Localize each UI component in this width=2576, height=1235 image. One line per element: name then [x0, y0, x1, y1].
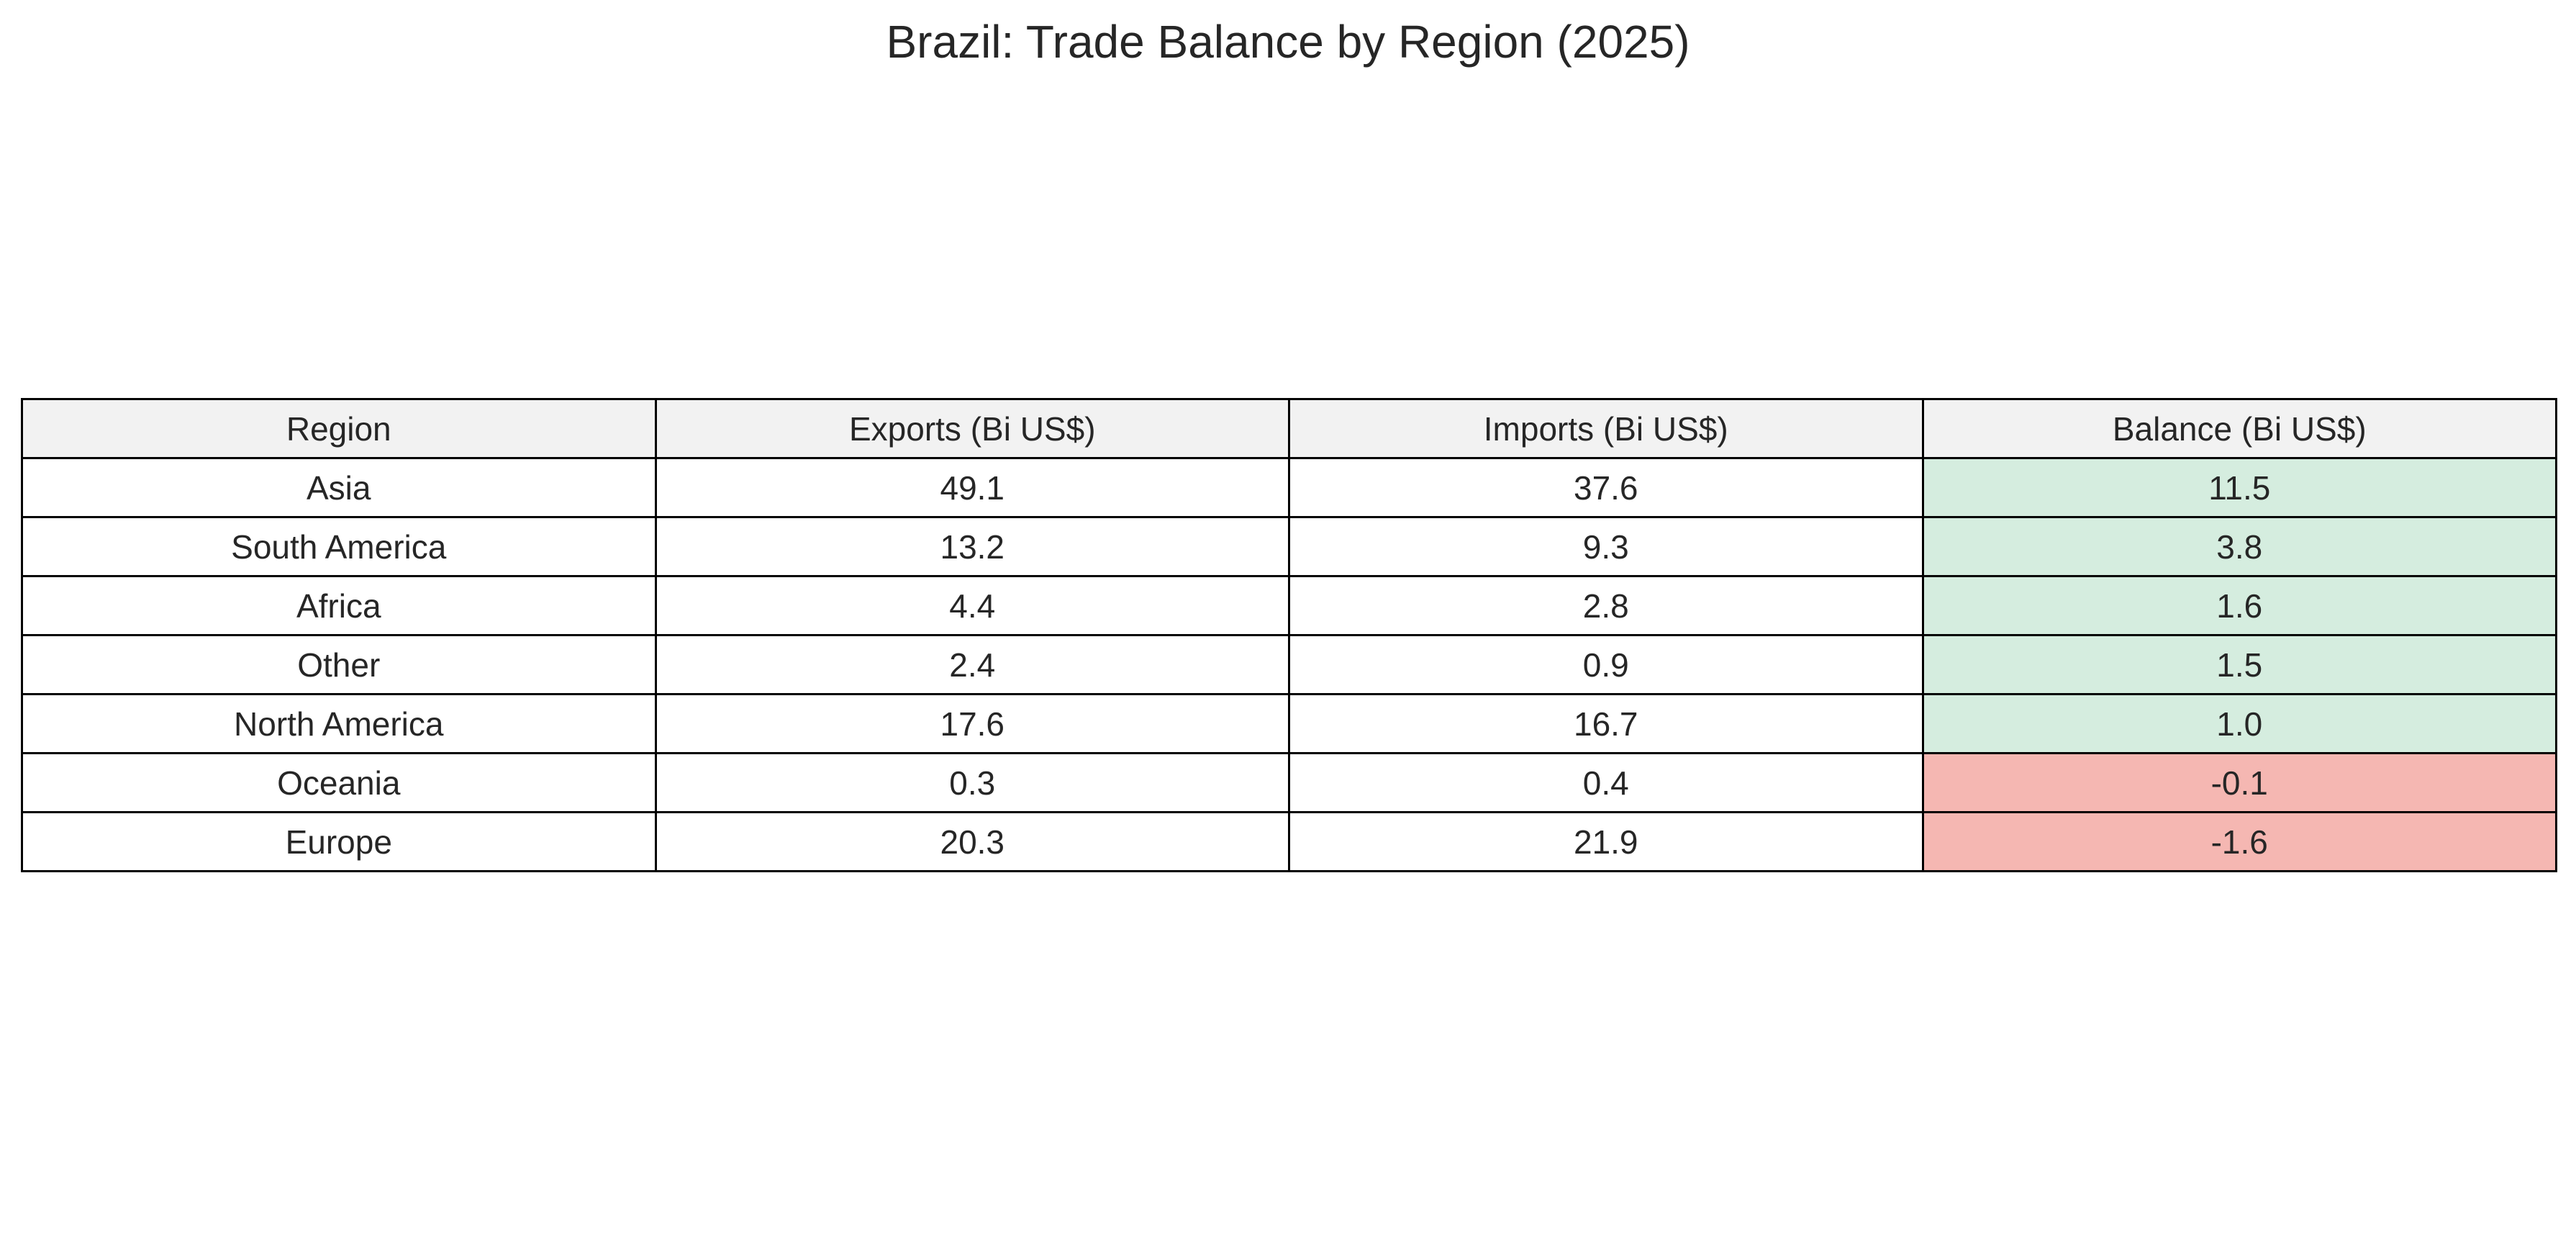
- table-header: Region Exports (Bi US$) Imports (Bi US$)…: [21, 398, 2557, 459]
- imports-cell: 9.3: [1288, 516, 1924, 577]
- table-row: Europe 20.3 21.9 -1.6: [21, 811, 2557, 872]
- imports-cell: 37.6: [1288, 457, 1924, 518]
- table-row: South America 13.2 9.3 3.8: [21, 516, 2557, 577]
- balance-cell: 3.8: [1921, 516, 2557, 577]
- table-row: Oceania 0.3 0.4 -0.1: [21, 752, 2557, 813]
- chart-title: Brazil: Trade Balance by Region (2025): [886, 16, 1690, 68]
- region-cell: Other: [21, 634, 657, 695]
- exports-cell: 13.2: [654, 516, 1290, 577]
- header-region: Region: [21, 398, 657, 459]
- header-row: Region Exports (Bi US$) Imports (Bi US$)…: [21, 398, 2557, 459]
- imports-cell: 2.8: [1288, 575, 1924, 636]
- header-exports: Exports (Bi US$): [654, 398, 1290, 459]
- exports-cell: 4.4: [654, 575, 1290, 636]
- region-cell: South America: [21, 516, 657, 577]
- imports-cell: 21.9: [1288, 811, 1924, 872]
- exports-cell: 20.3: [654, 811, 1290, 872]
- imports-cell: 16.7: [1288, 693, 1924, 754]
- region-cell: Asia: [21, 457, 657, 518]
- table-row: Africa 4.4 2.8 1.6: [21, 575, 2557, 636]
- balance-cell: 1.0: [1921, 693, 2557, 754]
- header-balance: Balance (Bi US$): [1921, 398, 2557, 459]
- imports-cell: 0.9: [1288, 634, 1924, 695]
- balance-cell: 1.6: [1921, 575, 2557, 636]
- region-cell: Oceania: [21, 752, 657, 813]
- exports-cell: 0.3: [654, 752, 1290, 813]
- table-row: Asia 49.1 37.6 11.5: [21, 457, 2557, 518]
- header-imports: Imports (Bi US$): [1288, 398, 1924, 459]
- table-row: North America 17.6 16.7 1.0: [21, 693, 2557, 754]
- table-body: Asia 49.1 37.6 11.5 South America 13.2 9…: [21, 457, 2557, 872]
- table-row: Other 2.4 0.9 1.5: [21, 634, 2557, 695]
- region-cell: North America: [21, 693, 657, 754]
- exports-cell: 49.1: [654, 457, 1290, 518]
- trade-balance-table: Region Exports (Bi US$) Imports (Bi US$)…: [21, 398, 2557, 872]
- balance-cell: 11.5: [1921, 457, 2557, 518]
- exports-cell: 2.4: [654, 634, 1290, 695]
- balance-cell: -1.6: [1921, 811, 2557, 872]
- exports-cell: 17.6: [654, 693, 1290, 754]
- region-cell: Africa: [21, 575, 657, 636]
- balance-cell: -0.1: [1921, 752, 2557, 813]
- balance-cell: 1.5: [1921, 634, 2557, 695]
- imports-cell: 0.4: [1288, 752, 1924, 813]
- region-cell: Europe: [21, 811, 657, 872]
